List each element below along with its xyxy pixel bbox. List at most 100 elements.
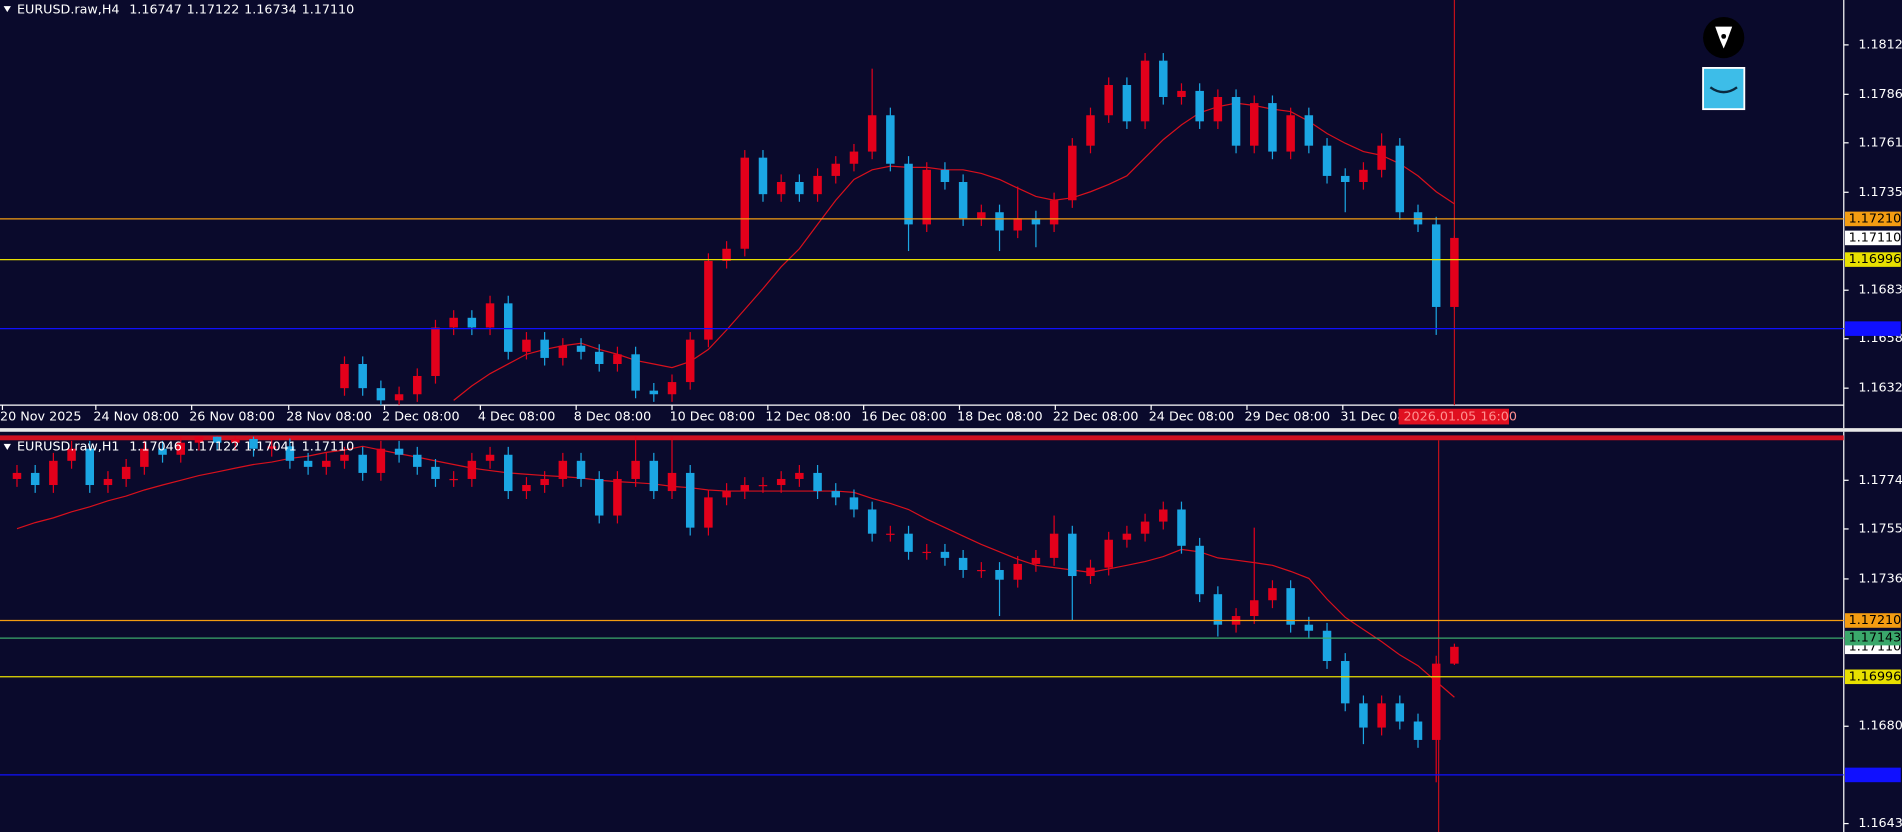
plot-area xyxy=(12,436,1459,783)
candle-body xyxy=(704,260,713,340)
candle-body xyxy=(1177,509,1186,546)
candle-body xyxy=(1159,509,1168,522)
y-tick-label: 1.17865 xyxy=(1858,87,1902,102)
collapse-arrow[interactable] xyxy=(3,6,11,13)
candle-body xyxy=(85,448,95,486)
chart-header: EURUSD.raw,H4 1.16747 1.17122 1.16734 1.1711… xyxy=(17,2,354,17)
candle-body xyxy=(231,438,240,443)
app-icon[interactable] xyxy=(1702,67,1746,111)
candle-body xyxy=(1431,224,1441,307)
candle-body xyxy=(795,472,804,479)
candle-body xyxy=(194,436,204,443)
time-label: 24 Nov 08:00 xyxy=(93,410,179,425)
ohlc-value: 1.17110 xyxy=(302,2,355,17)
candle-body xyxy=(1159,60,1168,97)
candle-body xyxy=(613,478,622,516)
candle-body xyxy=(340,454,349,461)
y-tick-label: 1.16835 xyxy=(1858,283,1902,298)
candle-body xyxy=(849,151,859,164)
current-price-box xyxy=(1844,230,1901,246)
candle-body xyxy=(958,557,968,570)
level-label-box xyxy=(1844,211,1901,227)
ohlc-value: 1.17041 xyxy=(244,439,297,454)
candle-body xyxy=(504,454,513,492)
candle-body xyxy=(431,466,440,479)
candle-body xyxy=(1231,96,1241,146)
candle-body xyxy=(394,448,404,455)
candle-body xyxy=(740,485,750,492)
candle-body xyxy=(176,442,185,455)
candle-body xyxy=(1213,594,1223,625)
candle-body xyxy=(449,478,458,481)
time-label: 22 Dec 08:00 xyxy=(1053,410,1139,425)
candle-body xyxy=(1286,115,1295,152)
candle-body xyxy=(1304,624,1314,631)
candle-body xyxy=(813,472,822,492)
y-tick-label: 1.17610 xyxy=(1858,135,1902,150)
candle-body xyxy=(576,460,586,479)
candle-body xyxy=(1395,703,1405,722)
candle-body xyxy=(1049,200,1059,225)
candle-body xyxy=(540,339,549,358)
candle-body xyxy=(722,248,731,261)
candle-body xyxy=(1031,557,1041,564)
candle-body xyxy=(67,448,76,461)
candle-body xyxy=(649,460,659,492)
candle-body xyxy=(467,460,477,479)
candle-body xyxy=(594,351,604,365)
candle-body xyxy=(394,394,404,401)
candle-body xyxy=(158,448,167,455)
candle-body xyxy=(1268,103,1277,152)
candle-body xyxy=(940,169,950,183)
y-tick-label: 1.17368 xyxy=(1858,571,1902,586)
candle-body xyxy=(376,388,386,401)
candle-body xyxy=(1250,103,1259,146)
candle-body xyxy=(1031,218,1041,225)
candle-body xyxy=(322,460,331,467)
candle-body xyxy=(103,478,113,486)
candle-body xyxy=(667,472,677,492)
time-label: 12 Dec 08:00 xyxy=(765,410,851,425)
candle-body xyxy=(1322,145,1332,176)
candle-body xyxy=(831,491,841,498)
level-label: 1.16996 xyxy=(1849,669,1902,684)
level-label: 1.17210 xyxy=(1849,613,1902,628)
candle-body xyxy=(1213,96,1223,122)
candle-body xyxy=(1250,600,1259,617)
candle-body xyxy=(795,182,804,195)
candle-body xyxy=(558,345,568,358)
candle-body xyxy=(940,551,950,558)
candle-body xyxy=(594,478,604,516)
candle-body xyxy=(1431,663,1441,740)
time-label: 24 Dec 08:00 xyxy=(1149,410,1235,425)
candle-body xyxy=(1450,237,1459,307)
candle-body xyxy=(849,497,859,510)
candle-body xyxy=(449,317,458,328)
time-label: 4 Dec 08:00 xyxy=(478,410,555,425)
candle-body xyxy=(1086,115,1095,146)
candle-body xyxy=(886,115,895,164)
ohlc-value: 1.17046 xyxy=(129,439,182,454)
candle-body xyxy=(631,354,640,391)
candle-body xyxy=(1195,90,1204,122)
candle-body xyxy=(303,460,313,467)
time-label: 18 Dec 08:00 xyxy=(957,410,1043,425)
time-label: 31 Dec 08 xyxy=(1340,410,1405,425)
y-tick-label: 1.17743 xyxy=(1858,473,1902,488)
candle-body xyxy=(995,212,1004,231)
candle-body xyxy=(1086,567,1095,577)
candle-body xyxy=(758,485,768,487)
candle-body xyxy=(467,317,477,328)
candle-body xyxy=(1013,563,1022,580)
candle-body xyxy=(376,448,386,473)
level-label-box xyxy=(1844,321,1901,336)
moving-average xyxy=(16,445,1455,698)
candle-body xyxy=(249,438,258,449)
pen-icon[interactable] xyxy=(1703,16,1745,59)
panel-separator[interactable] xyxy=(0,428,1902,432)
collapse-arrow[interactable] xyxy=(3,443,11,450)
ohlc-value: 1.17122 xyxy=(187,2,240,17)
